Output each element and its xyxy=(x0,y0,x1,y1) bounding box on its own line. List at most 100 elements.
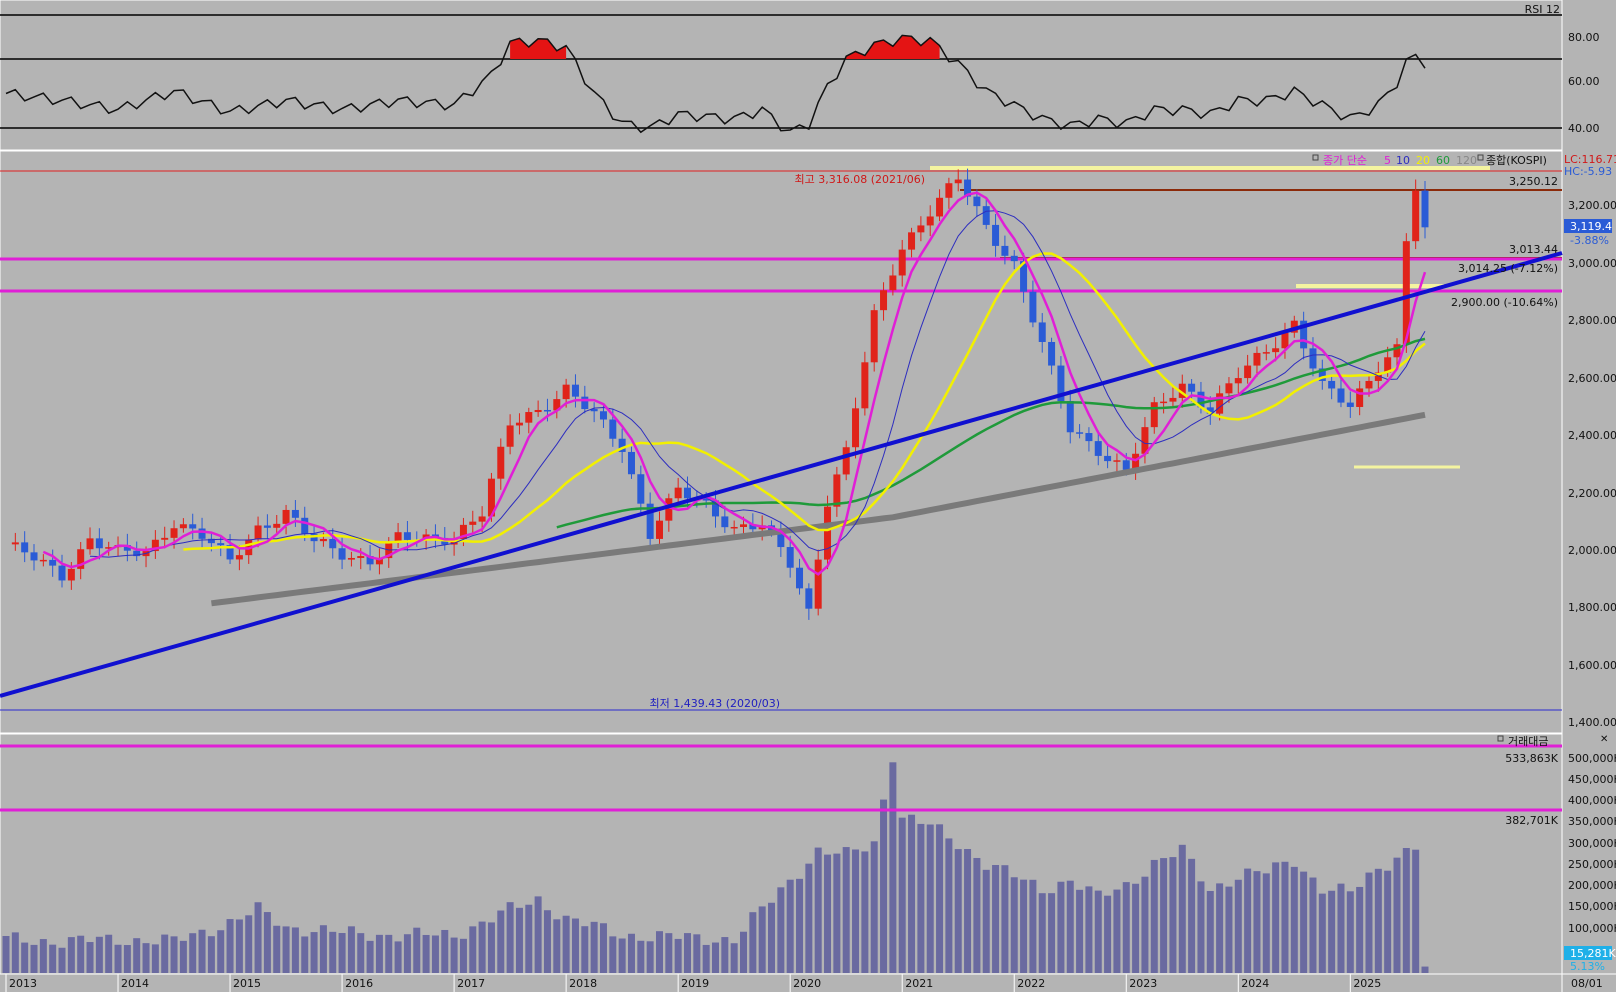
candle-body xyxy=(534,409,542,413)
legend-index-checkbox-icon[interactable] xyxy=(1477,154,1484,161)
candle-body xyxy=(525,412,533,423)
candle-body xyxy=(105,547,113,549)
candle-body xyxy=(1300,320,1308,349)
x-axis-label: 2017 xyxy=(457,977,485,990)
volume-bar xyxy=(609,936,617,973)
volume-bar xyxy=(758,906,766,973)
volume-bar xyxy=(982,869,990,973)
volume-bar xyxy=(291,927,299,973)
volume-bar xyxy=(889,762,897,973)
volume-bar xyxy=(161,934,169,973)
volume-tick-500000: 500,000K xyxy=(1568,752,1616,765)
candle-body xyxy=(1234,378,1242,384)
candle-body xyxy=(1076,432,1084,434)
candle-body xyxy=(123,545,131,551)
volume-bar xyxy=(553,919,561,973)
volume-checkbox-icon[interactable] xyxy=(1497,735,1504,742)
volume-bar xyxy=(721,937,729,973)
volume-bar xyxy=(329,931,337,973)
price-tick-2400: 2,400.00 xyxy=(1568,429,1616,442)
volume-bar xyxy=(1402,847,1410,973)
volume-bar xyxy=(1010,877,1018,973)
candle-body xyxy=(1216,393,1224,414)
all-time-low-label: 최저 1,439.43 (2020/03) xyxy=(650,697,781,710)
volume-bars xyxy=(2,762,1429,973)
candle-body xyxy=(301,517,309,534)
volume-bar xyxy=(441,929,449,973)
volume-bar xyxy=(478,921,486,973)
volume-level-high-label: 533,863K xyxy=(1505,752,1558,765)
ma5-line xyxy=(42,191,1427,576)
volume-bar xyxy=(506,902,514,973)
price-panel: 최고 3,316.08 (2021/06) 최저 1,439.43 (2020/… xyxy=(0,153,1616,729)
volume-bar xyxy=(1272,862,1280,973)
volume-bar xyxy=(1421,966,1429,973)
candle-body xyxy=(11,542,19,545)
volume-bar xyxy=(450,937,458,973)
volume-bar xyxy=(77,935,85,973)
rsi-line xyxy=(5,34,1426,134)
candle-body xyxy=(357,556,365,558)
price-tick-3200: 3,200.00 xyxy=(1568,199,1616,212)
level-3250-label: 3,250.12 xyxy=(1509,175,1558,188)
x-axis-label: 2025 xyxy=(1353,977,1381,990)
volume-bar xyxy=(1122,882,1130,973)
candle-body xyxy=(852,408,860,448)
volume-tick-100000: 100,000K xyxy=(1568,922,1616,935)
candle-body xyxy=(1253,352,1261,366)
price-tick-3000: 3,000.00 xyxy=(1568,257,1616,270)
level-3014-label: 3,014.25 (-7.12%) xyxy=(1458,262,1558,275)
candle-body xyxy=(469,521,477,525)
volume-bar xyxy=(469,926,477,973)
candle-body xyxy=(992,224,1000,246)
volume-bar xyxy=(954,849,962,973)
legend-ma5: 5 xyxy=(1384,154,1391,167)
volume-bar xyxy=(1393,857,1401,973)
volume-bar xyxy=(1104,895,1112,973)
volume-bar xyxy=(1141,876,1149,973)
candle-body xyxy=(1328,380,1336,389)
volume-bar xyxy=(777,887,785,973)
candle-body xyxy=(908,232,916,250)
volume-bar xyxy=(319,925,327,973)
volume-bar xyxy=(1346,891,1354,973)
panel-close-icon[interactable]: ✕ xyxy=(1600,734,1608,745)
volume-bar xyxy=(1094,890,1102,973)
volume-bar xyxy=(637,940,645,973)
volume-bar xyxy=(786,879,794,973)
volume-bar xyxy=(142,943,150,973)
legend-checkbox-icon[interactable] xyxy=(1312,154,1319,161)
volume-bar xyxy=(543,910,551,973)
x-axis-label: 2016 xyxy=(345,977,373,990)
volume-bar xyxy=(263,912,271,973)
volume-bar xyxy=(562,915,570,973)
volume-bar xyxy=(39,939,47,973)
candle-body xyxy=(515,422,523,426)
volume-bar xyxy=(674,938,682,973)
candle-body xyxy=(646,503,654,539)
volume-bar xyxy=(1001,865,1009,973)
volume-bar xyxy=(870,841,878,973)
volume-tick-200000: 200,000K xyxy=(1568,879,1616,892)
candle-body xyxy=(1104,455,1112,462)
volume-bar xyxy=(618,938,626,973)
candle-body xyxy=(49,559,57,566)
candle-body xyxy=(394,532,402,542)
level-2900-label: 2,900.00 (-10.64%) xyxy=(1451,296,1558,309)
volume-bar xyxy=(1309,877,1317,973)
candle-body xyxy=(702,498,710,501)
current-volume-badge xyxy=(1564,946,1612,960)
volume-level-low-label: 382,701K xyxy=(1505,814,1558,827)
volume-bar xyxy=(1188,858,1196,973)
candle-body xyxy=(77,549,85,569)
candle-body xyxy=(805,588,813,609)
volume-bar xyxy=(254,902,262,973)
candle-body xyxy=(777,530,785,548)
rsi-title: RSI 12 xyxy=(1525,3,1560,16)
volume-bar xyxy=(1253,871,1261,973)
candle-body xyxy=(329,538,337,549)
volume-bar xyxy=(646,941,654,973)
volume-bar xyxy=(179,940,187,973)
candle-body xyxy=(627,451,635,475)
